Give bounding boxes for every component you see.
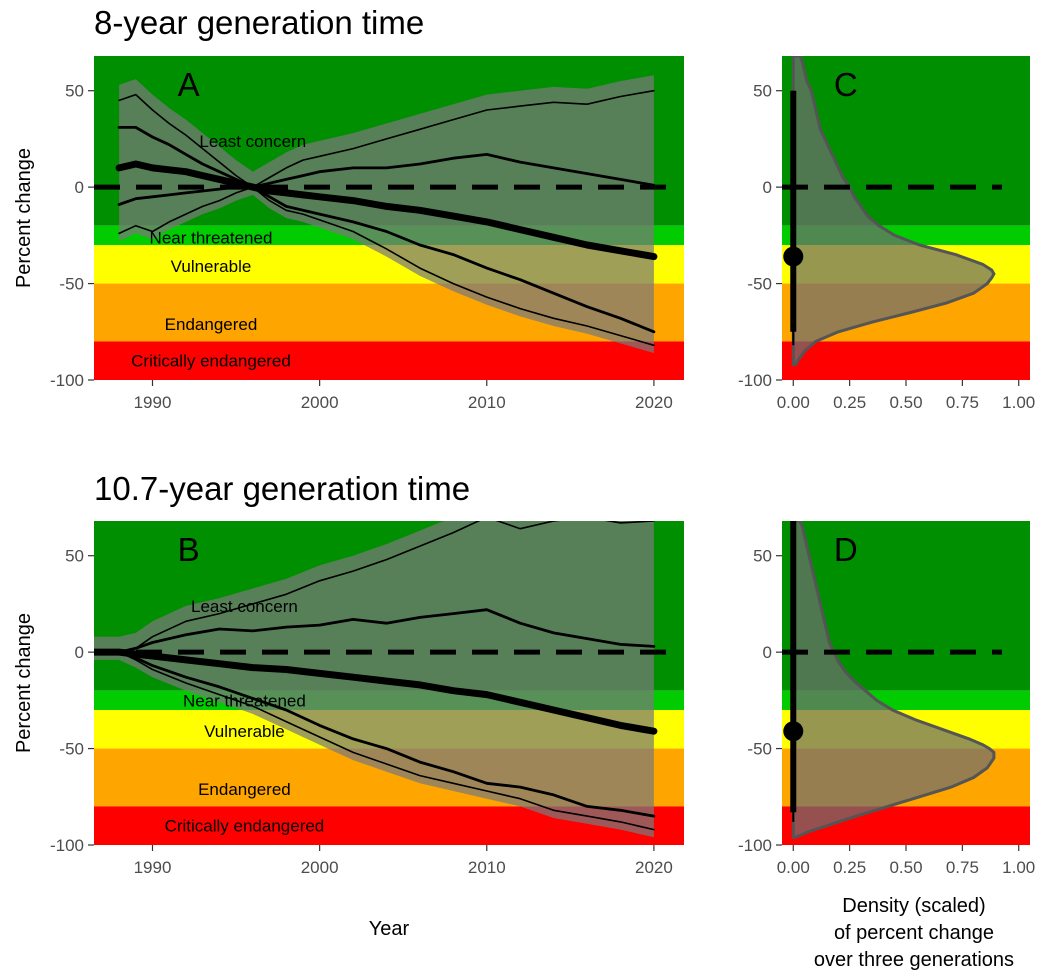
x-tick-label: 0.75 — [946, 858, 979, 877]
panel-D: D -100 -50 0 50 0.00 0.25 0.50 0.75 1.00 Density (… — [738, 521, 1035, 971]
plot-area-C — [782, 56, 1002, 367]
series-line-upper-outer — [118, 89, 655, 188]
band-label: Vulnerable — [171, 257, 252, 276]
y-tick-label: 0 — [75, 643, 84, 662]
y-tick-label: -100 — [738, 371, 772, 390]
series-line-upper-outer — [94, 521, 655, 653]
panel-letter: C — [834, 66, 858, 103]
plot-area-D — [782, 521, 1002, 839]
x-tick-label: 1.00 — [1002, 393, 1035, 412]
panel-letter: B — [178, 531, 200, 568]
x-tick-label: 2020 — [635, 858, 673, 877]
y-tick-label: 0 — [763, 643, 772, 662]
x-axis-label-line: over three generations — [814, 949, 1014, 971]
panel-letter: D — [834, 531, 858, 568]
y-tick-label: 50 — [753, 547, 772, 566]
band-label: Endangered — [198, 780, 291, 799]
panel-letter: A — [178, 66, 200, 103]
trajectory-envelope — [119, 75, 654, 354]
y-tick-label: -50 — [59, 740, 84, 759]
series-line-lower-inner — [94, 650, 656, 818]
x-tick-label: 2000 — [301, 393, 339, 412]
y-tick-label: 0 — [763, 178, 772, 197]
x-tick-label: 2010 — [468, 858, 506, 877]
x-tick-label: 0.00 — [777, 858, 810, 877]
plot-area-A: Least concern Near threatened Vulnerable En… — [94, 75, 680, 371]
band-label: Critically endangered — [131, 352, 291, 371]
x-tick-label: 0.00 — [777, 393, 810, 412]
series-line-median — [115, 160, 658, 261]
x-tick-label: 2000 — [301, 858, 339, 877]
band-label: Endangered — [165, 315, 258, 334]
band-label: Vulnerable — [204, 722, 285, 741]
series-line-lower-outer — [94, 651, 655, 831]
y-tick-label: -100 — [738, 836, 772, 855]
x-tick-label: 1.00 — [1002, 858, 1035, 877]
y-tick-label: -50 — [747, 275, 772, 294]
band-label: Near threatened — [150, 228, 273, 247]
y-tick-label: 0 — [75, 178, 84, 197]
panel-A: Least concern Near threatened Vulnerable En… — [13, 4, 684, 412]
x-tick-label: 0.50 — [889, 858, 922, 877]
x-tick-label: 2020 — [635, 393, 673, 412]
panel-title: 8-year generation time — [94, 4, 424, 41]
x-axis-label-line: Density (scaled) — [842, 895, 985, 917]
panel-title: 10.7-year generation time — [94, 470, 470, 507]
y-axis-label: Percent change — [13, 148, 35, 288]
density-area — [791, 521, 996, 839]
series-line-upper-inner — [117, 126, 656, 189]
point-estimate — [783, 721, 804, 742]
x-tick-label: 1990 — [134, 393, 172, 412]
band-label: Least concern — [199, 132, 306, 151]
y-tick-label: 50 — [65, 82, 84, 101]
y-tick-label: -100 — [50, 371, 84, 390]
series-line-upper-inner — [94, 608, 656, 654]
x-tick-label: 0.25 — [833, 393, 866, 412]
series-line-lower-inner — [117, 185, 656, 334]
x-axis-label-line: of percent change — [834, 922, 994, 944]
band-label: Critically endangered — [165, 817, 325, 836]
series-line-median — [94, 648, 658, 735]
y-tick-label: 50 — [65, 547, 84, 566]
panel-A-band-4 — [94, 341, 684, 380]
x-tick-label: 0.50 — [889, 393, 922, 412]
x-tick-label: 2010 — [468, 393, 506, 412]
point-estimate — [783, 246, 804, 267]
y-tick-label: -50 — [59, 275, 84, 294]
x-tick-label: 1990 — [134, 858, 172, 877]
y-axis-label: Percent change — [13, 613, 35, 753]
x-tick-label: 0.25 — [833, 858, 866, 877]
x-axis-label: Year — [369, 918, 410, 940]
panel-C: C -100 -50 0 50 0.00 0.25 0.50 0.75 1.00 — [738, 56, 1035, 412]
series-line-lower-outer — [118, 186, 655, 347]
x-tick-label: 0.75 — [946, 393, 979, 412]
y-tick-label: 50 — [753, 82, 772, 101]
panel-C-band-4 — [782, 341, 1030, 380]
y-tick-label: -50 — [747, 740, 772, 759]
density-area — [791, 56, 996, 367]
y-tick-label: -100 — [50, 836, 84, 855]
